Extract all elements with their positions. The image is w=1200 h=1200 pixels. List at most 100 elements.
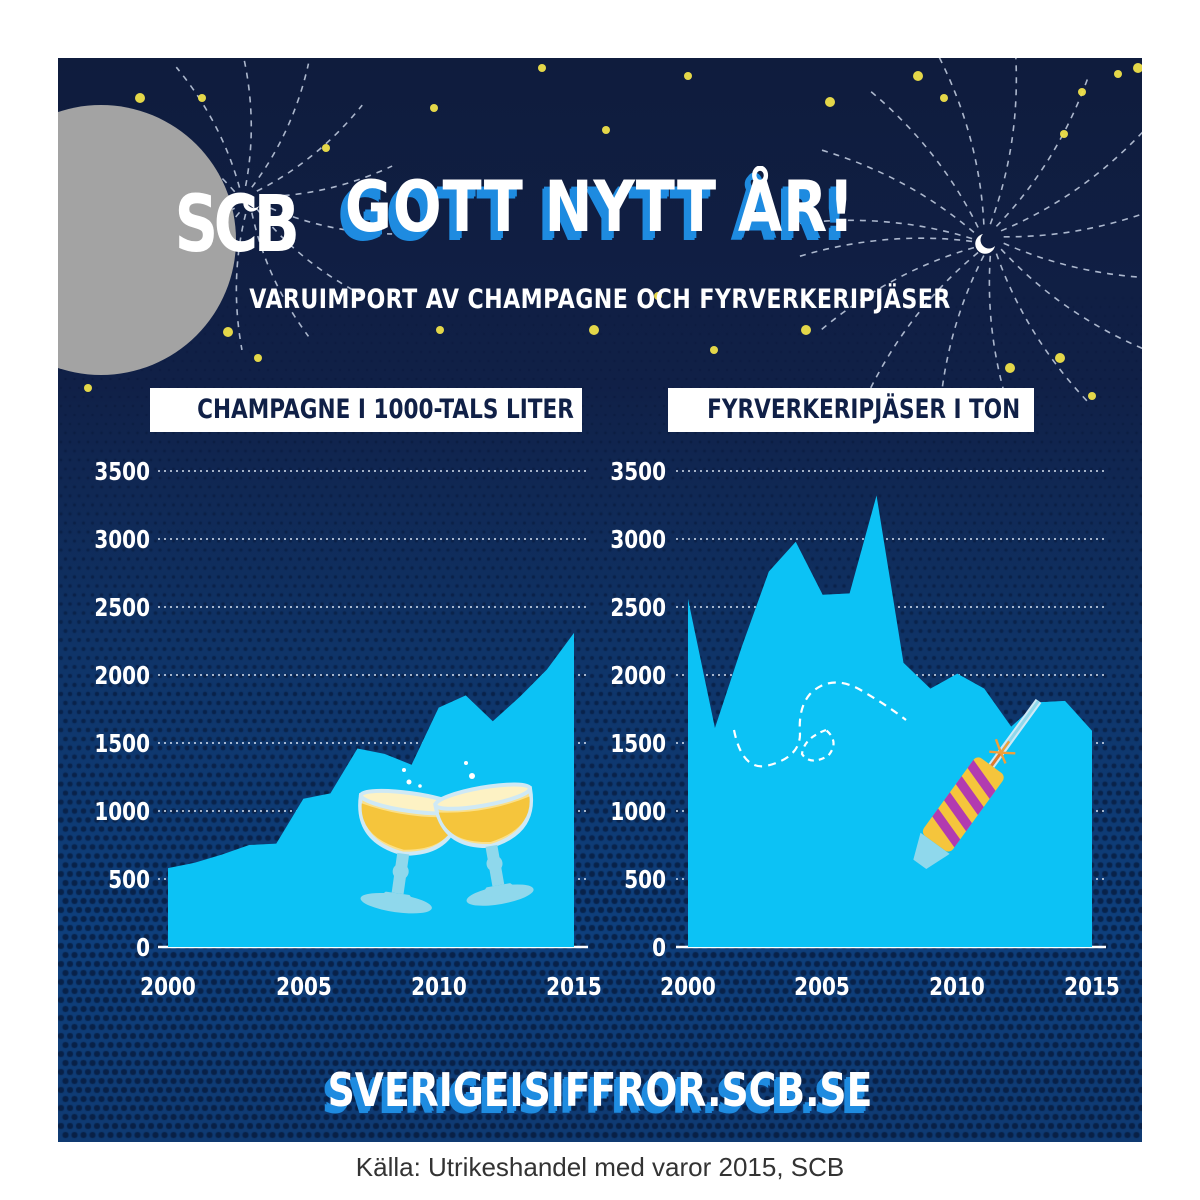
- rocket: [913, 698, 1042, 870]
- firework-chart-title-text: FYRVERKERIPJÄSER I TON: [707, 394, 1021, 425]
- y-tick-label: 0: [652, 934, 666, 963]
- firework-rocket-icon: [732, 681, 1042, 870]
- firework-ray: [259, 165, 393, 198]
- firework-ray: [1003, 213, 1142, 238]
- firework-ray: [869, 90, 979, 228]
- firework-chart-title: FYRVERKERIPJÄSER I TON: [668, 388, 1034, 432]
- star-dot: [1005, 363, 1015, 373]
- star-dots: [84, 63, 1142, 400]
- firework-ray: [938, 255, 985, 424]
- rocket-trail: [732, 681, 907, 768]
- firework-area-chart: 0 500 1000 1500 2000 2500 3000 3500 2000 2005 201…: [610, 458, 1120, 1002]
- y-tick-label: 2000: [94, 662, 150, 691]
- star-dot: [1060, 130, 1068, 138]
- star-dot: [654, 292, 662, 300]
- firework-ray: [820, 149, 975, 234]
- champagne-x-tick-labels: 2000 2005 2010 2015: [140, 973, 602, 1002]
- y-tick-label: 3000: [94, 526, 150, 555]
- firework-ray: [995, 78, 1089, 227]
- star-dot: [801, 325, 811, 335]
- star-dot: [135, 93, 145, 103]
- firework-area-layer: [688, 495, 1092, 947]
- y-tick-label: 3000: [610, 526, 666, 555]
- y-tick-label: 3500: [94, 458, 150, 487]
- champagne-glasses-icon: [358, 761, 534, 914]
- star-dot: [940, 94, 948, 102]
- rocket-trail-loop: [800, 728, 835, 762]
- x-tick-label: 2010: [411, 973, 467, 1002]
- y-tick-label: 2500: [610, 594, 666, 623]
- firework-ray: [989, 58, 1018, 225]
- star-dot: [602, 126, 610, 134]
- crescent-moon-icon-left: [243, 196, 259, 212]
- star-dot: [436, 326, 444, 334]
- firework-ray: [798, 219, 973, 240]
- area-series: [688, 495, 1092, 947]
- star-dot: [538, 64, 546, 72]
- x-tick-label: 2015: [546, 973, 602, 1002]
- star-dot: [1133, 63, 1142, 73]
- champagne-y-tick-labels: 0 500 1000 1500 2000 2500 3000 3500: [94, 458, 150, 963]
- firework-ray: [1000, 131, 1142, 232]
- firework-ray: [1000, 248, 1142, 350]
- firework-x-tick-labels: 2000 2005 2010 2015: [660, 973, 1120, 1002]
- firework-ray: [995, 253, 1089, 403]
- source-caption: Källa: Utrikeshandel med varor 2015, SCB: [355, 1152, 845, 1182]
- y-tick-label: 2500: [94, 594, 150, 623]
- firework-ray: [259, 202, 393, 235]
- firework-ray: [798, 237, 973, 258]
- subtitle: VARUIMPORT AV CHAMPAGNE OCH FYRVERKERIPJ…: [249, 284, 951, 315]
- firework-ray: [235, 213, 247, 351]
- firework-ray: [938, 58, 985, 225]
- x-tick-label: 2005: [794, 973, 850, 1002]
- firework-ray: [175, 66, 241, 188]
- firework-ray: [988, 255, 1017, 429]
- star-dot: [223, 327, 233, 337]
- firework-ray: [242, 58, 253, 187]
- y-tick-label: 3500: [610, 458, 666, 487]
- y-tick-label: 500: [108, 866, 150, 895]
- x-tick-label: 2000: [660, 973, 716, 1002]
- firework-ray: [256, 208, 363, 296]
- champagne-glass-right: [433, 782, 534, 906]
- y-tick-label: 500: [624, 866, 666, 895]
- star-dot: [913, 71, 923, 81]
- crescent-moon-icon-right: [975, 234, 995, 254]
- x-tick-label: 2005: [276, 973, 332, 1002]
- star-dot: [589, 325, 599, 335]
- star-dot: [1088, 392, 1096, 400]
- x-tick-label: 2015: [1064, 973, 1120, 1002]
- scb-logo-text: SCB: [174, 180, 300, 270]
- firework-ray: [820, 246, 975, 331]
- footer-website-link[interactable]: SVERIGEISIFFROR.SCB.SE: [327, 1063, 873, 1117]
- y-tick-label: 1500: [610, 730, 666, 759]
- firework-ray: [869, 251, 979, 390]
- firework-ray: [256, 104, 363, 192]
- firework-ray: [251, 63, 310, 188]
- poster-content: SCB GOTT NYTT ÅR! VARUIMPORT AV CHAMPAGN…: [58, 58, 1142, 1142]
- star-dot: [430, 104, 438, 112]
- y-tick-label: 1500: [94, 730, 150, 759]
- star-dot: [254, 354, 262, 362]
- star-dot: [825, 97, 835, 107]
- y-tick-label: 1000: [610, 798, 666, 827]
- champagne-glass-left: [358, 788, 463, 914]
- star-dot: [322, 144, 330, 152]
- champagne-chart-title-text: CHAMPAGNE I 1000-TALS LITER: [197, 394, 574, 425]
- main-title: GOTT NYTT ÅR!: [344, 166, 856, 248]
- y-tick-label: 2000: [610, 662, 666, 691]
- x-tick-label: 2010: [929, 973, 985, 1002]
- star-dot: [1078, 88, 1086, 96]
- star-dot: [1114, 70, 1122, 78]
- x-tick-label: 2000: [140, 973, 196, 1002]
- star-dot: [198, 94, 206, 102]
- star-dot: [684, 72, 692, 80]
- firework-y-tick-labels: 0 500 1000 1500 2000 2500 3000 3500: [610, 458, 666, 963]
- champagne-chart-title: CHAMPAGNE I 1000-TALS LITER: [150, 388, 582, 432]
- poster: SCB GOTT NYTT ÅR! VARUIMPORT AV CHAMPAGN…: [58, 58, 1142, 1142]
- star-dot: [710, 346, 718, 354]
- star-dot: [84, 384, 92, 392]
- star-dot: [1055, 353, 1065, 363]
- firework-ray: [251, 212, 310, 337]
- y-tick-label: 0: [136, 934, 150, 963]
